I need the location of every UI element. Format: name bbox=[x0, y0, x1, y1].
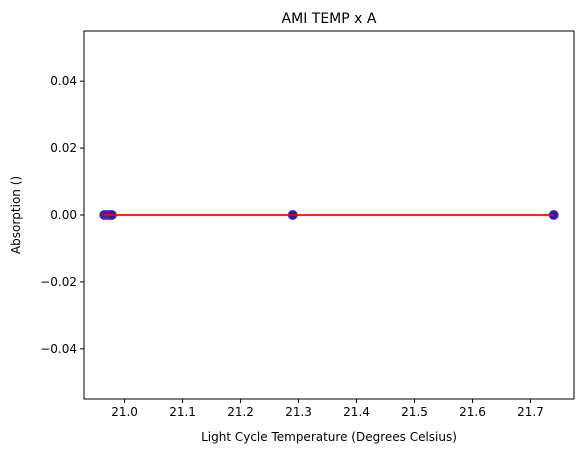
y-axis-label: Absorption () bbox=[9, 176, 23, 254]
x-tick-label: 21.3 bbox=[285, 405, 312, 419]
x-tick-label: 21.5 bbox=[401, 405, 428, 419]
x-tick-label: 21.1 bbox=[169, 405, 196, 419]
y-tick-label: −0.04 bbox=[40, 342, 77, 356]
x-tick-label: 21.0 bbox=[111, 405, 138, 419]
x-axis-label: Light Cycle Temperature (Degrees Celsius… bbox=[201, 430, 457, 444]
x-tick-label: 21.4 bbox=[343, 405, 370, 419]
y-tick-label: −0.02 bbox=[40, 275, 77, 289]
y-axis: −0.04 −0.02 0.00 0.02 0.04 bbox=[40, 74, 84, 356]
y-tick-label: 0.04 bbox=[50, 74, 77, 88]
x-tick-label: 21.7 bbox=[517, 405, 544, 419]
x-axis: 21.0 21.1 21.2 21.3 21.4 21.5 21.6 21.7 bbox=[111, 399, 544, 419]
plot-area bbox=[99, 210, 559, 220]
y-tick-label: 0.02 bbox=[50, 141, 77, 155]
x-tick-label: 21.6 bbox=[459, 405, 486, 419]
x-tick-label: 21.2 bbox=[227, 405, 254, 419]
chart-title: AMI TEMP x A bbox=[282, 11, 377, 27]
y-tick-label: 0.00 bbox=[50, 208, 77, 222]
